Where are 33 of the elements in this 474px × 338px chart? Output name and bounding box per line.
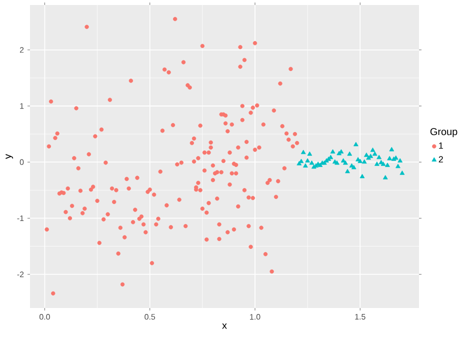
point xyxy=(347,151,352,156)
point xyxy=(362,159,367,164)
x-axis-title: x xyxy=(222,324,227,329)
point xyxy=(382,175,388,180)
point xyxy=(300,150,306,154)
point xyxy=(303,163,308,168)
point xyxy=(358,158,363,164)
point xyxy=(360,174,365,178)
point xyxy=(351,164,356,170)
point xyxy=(372,151,378,156)
point xyxy=(305,158,310,162)
point xyxy=(334,160,340,165)
point xyxy=(374,162,380,166)
point xyxy=(370,148,376,152)
point xyxy=(376,154,382,160)
point xyxy=(396,164,400,168)
point xyxy=(389,146,394,152)
legend-label: 2 xyxy=(438,156,443,162)
legend-title: Group xyxy=(430,128,458,138)
point xyxy=(364,152,369,157)
point xyxy=(307,151,312,156)
point xyxy=(400,170,405,175)
point xyxy=(330,149,336,154)
point xyxy=(309,160,314,165)
y-axis-title: y xyxy=(6,154,14,159)
legend-label: 1 xyxy=(439,142,443,149)
point xyxy=(398,158,403,162)
point xyxy=(345,168,350,174)
point xyxy=(387,156,392,160)
point xyxy=(353,142,358,146)
point xyxy=(342,160,348,165)
point xyxy=(385,162,390,167)
point xyxy=(380,162,386,166)
